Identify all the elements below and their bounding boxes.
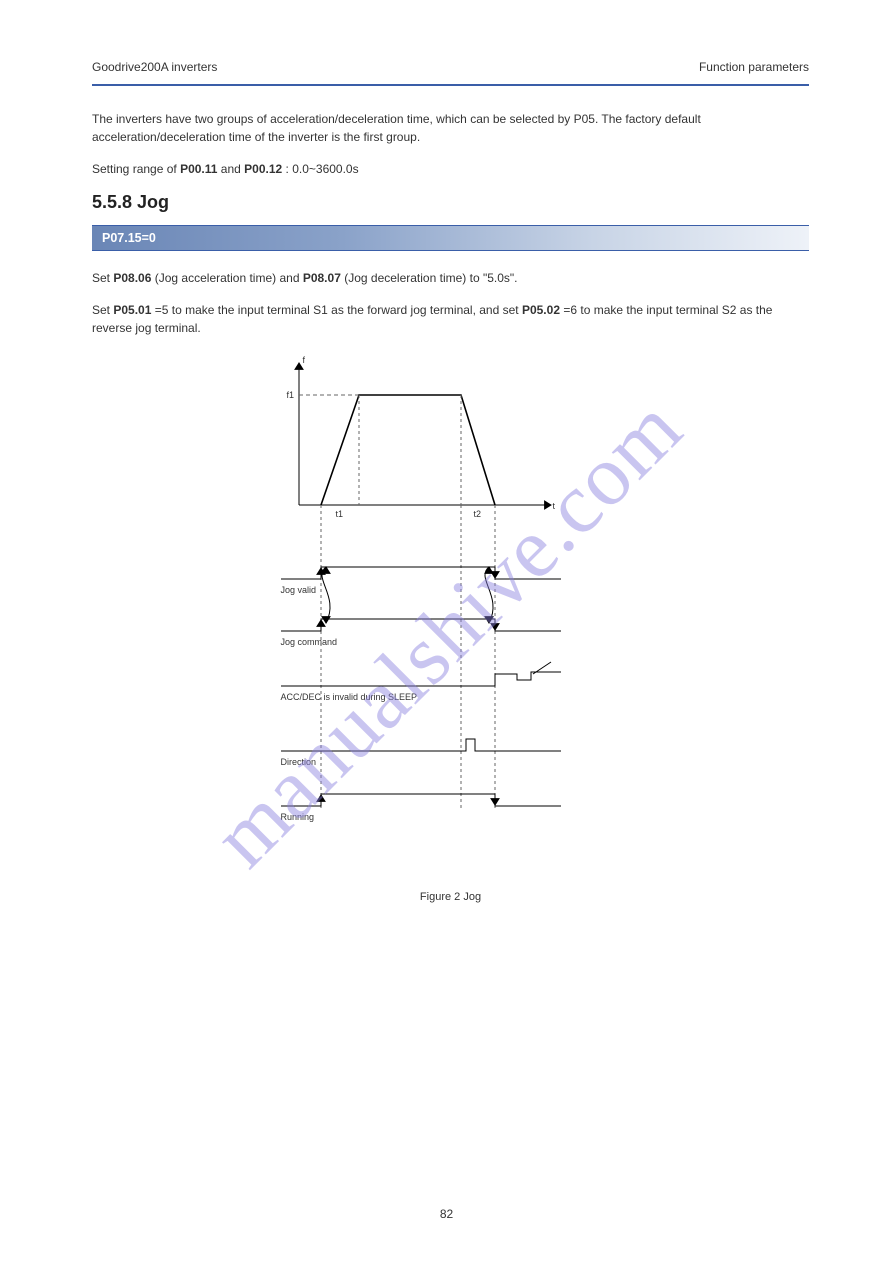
link-0 [308, 563, 348, 635]
banner-text: P07.15=0 [102, 231, 156, 245]
row-label-1: Jog command [281, 637, 338, 647]
figure: f1ftt1t2Jog validJog commandACC/DEC is i… [271, 355, 631, 885]
link-1 [471, 563, 511, 635]
page: Goodrive200A inverters Function paramete… [0, 0, 893, 943]
note-leader [533, 660, 573, 680]
header-right: Function parameters [699, 60, 809, 74]
banner: P07.15=0 [92, 225, 809, 251]
row-label-4: Running [281, 812, 315, 822]
intro-para-1: The inverters have two groups of acceler… [92, 110, 809, 146]
figure-wrap: f1ftt1t2Jog validJog commandACC/DEC is i… [92, 355, 809, 903]
fcode-p0012: P00.12 [244, 162, 282, 176]
fcode-p0501: P05.01 [113, 303, 151, 317]
figure-caption: Figure 2 Jog [420, 891, 481, 903]
fcode-p0806: P08.06 [113, 271, 151, 285]
header: Goodrive200A inverters Function paramete… [92, 60, 809, 74]
row-label-2: ACC/DEC is invalid during SLEEP [281, 692, 418, 702]
row-label-3: Direction [281, 757, 317, 767]
section-title: 5.5.8 Jog [92, 192, 809, 213]
fcode-p0502: P05.02 [522, 303, 560, 317]
header-left: Goodrive200A inverters [92, 60, 217, 74]
fcode-p0011: P00.11 [180, 162, 217, 176]
body-para-1: Set P08.06 (Jog acceleration time) and P… [92, 269, 809, 287]
intro-para-2: Setting range of P00.11 and P00.12 : 0.0… [92, 160, 809, 178]
signal-row-3 [271, 735, 591, 767]
signal-row-4 [271, 790, 591, 822]
body-para-2: Set P05.01 =5 to make the input terminal… [92, 301, 809, 337]
fcode-p0807: P08.07 [303, 271, 341, 285]
header-rule [92, 84, 809, 86]
footer-page-number: 82 [0, 1207, 893, 1221]
